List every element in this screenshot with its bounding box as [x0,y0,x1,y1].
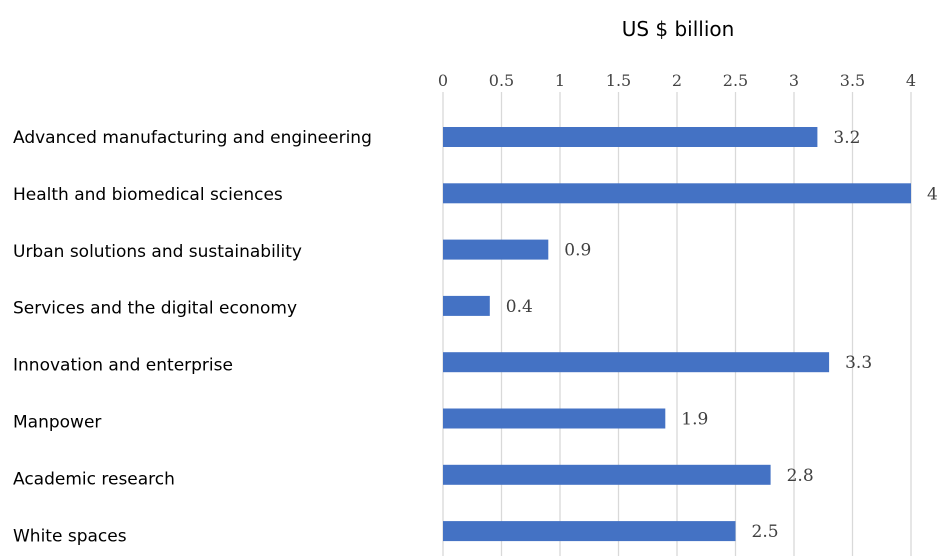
bar [443,464,771,485]
x-axis-title: US $ billion [622,17,735,41]
category-label: Academic research [13,469,175,489]
data-label: 0.9 [564,241,591,261]
x-tick-label: 4 [906,71,916,90]
category-label: White spaces [13,526,127,546]
bar [443,239,549,260]
data-label: 2.8 [787,466,814,486]
data-label: 1.9 [681,410,708,430]
category-label: Urban solutions and sustainability [13,242,302,262]
category-label: Services and the digital economy [13,299,297,319]
data-label: 3.2 [833,128,860,148]
category-label: Innovation and enterprise [13,356,233,376]
x-tick-label: 0.5 [489,71,514,90]
data-label: 2.5 [752,522,779,542]
x-tick-label: 2 [672,71,682,90]
category-labels: Advanced manufacturing and engineering He… [13,128,372,546]
data-label: 3.3 [845,353,872,373]
x-tick-label: 1.5 [606,71,631,90]
bar [443,408,666,429]
category-label: Advanced manufacturing and engineering [13,128,372,148]
bar [443,295,490,316]
x-tick-label: 2.5 [723,71,748,90]
bar [443,183,911,204]
bar [443,521,736,542]
data-labels: 3.2 4 0.9 0.4 3.3 1.9 2.8 2.5 [506,128,938,542]
data-label: 4 [927,184,938,204]
x-tick-label: 1 [555,71,565,90]
x-tick-label: 3.5 [840,71,865,90]
data-label: 0.4 [506,297,533,317]
x-axis-tick-labels: 0 0.5 1 1.5 2 2.5 3 3.5 4 [438,71,916,90]
bars [443,127,911,542]
bar [443,127,818,147]
gridlines [442,92,912,556]
bar [443,352,830,373]
category-label: Manpower [13,413,101,433]
category-label: Health and biomedical sciences [13,185,283,205]
x-tick-label: 0 [438,71,448,90]
x-tick-label: 3 [789,71,799,90]
